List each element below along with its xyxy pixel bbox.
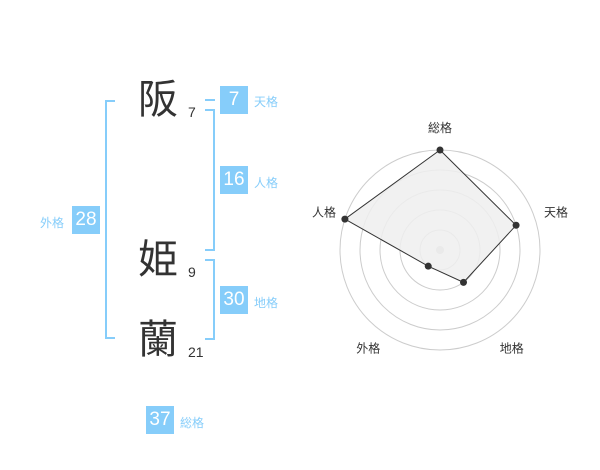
jinkaku-value: 16 xyxy=(220,166,248,194)
bracket-tick xyxy=(205,338,215,340)
radar-axis-label: 人格 xyxy=(312,204,336,219)
radar-point xyxy=(341,215,349,223)
gaikaku-bracket xyxy=(105,100,107,339)
radar-axis-label: 外格 xyxy=(356,341,380,356)
name-char: 姫 xyxy=(138,237,178,283)
stroke-count: 9 xyxy=(188,264,196,280)
radar-axis-label: 地格 xyxy=(500,341,524,356)
gaikaku-label: 外格 xyxy=(40,216,65,230)
radar-axis-label: 総格 xyxy=(428,120,452,135)
chikaku-bracket xyxy=(213,259,215,340)
stroke-count: 21 xyxy=(188,344,204,360)
radar-point xyxy=(436,146,444,154)
radar-axis-label: 天格 xyxy=(544,204,568,219)
radar-area xyxy=(343,149,517,283)
stroke-count: 7 xyxy=(188,104,196,120)
jinkaku-label: 人格 xyxy=(254,176,279,190)
gaikaku-value: 28 xyxy=(72,206,100,234)
bracket-tick xyxy=(205,109,215,111)
radar-point xyxy=(460,278,468,286)
radar-point xyxy=(512,221,520,229)
name-char: 蘭 xyxy=(138,317,178,363)
bracket-tick xyxy=(205,249,215,251)
bracket-tick xyxy=(105,100,115,102)
soukaku-label: 総格 xyxy=(180,416,205,430)
chikaku-value: 30 xyxy=(220,286,248,314)
soukaku-value: 37 xyxy=(146,406,174,434)
jinkaku-bracket xyxy=(213,109,215,251)
chikaku-label: 地格 xyxy=(254,296,279,310)
bracket-tick xyxy=(205,259,215,261)
tenkaku-label: 天格 xyxy=(254,95,279,109)
tenkaku-bracket xyxy=(205,99,215,101)
radar-point xyxy=(424,262,432,270)
tenkaku-value: 7 xyxy=(220,86,248,114)
name-char: 阪 xyxy=(138,77,178,123)
bracket-tick xyxy=(105,337,115,339)
